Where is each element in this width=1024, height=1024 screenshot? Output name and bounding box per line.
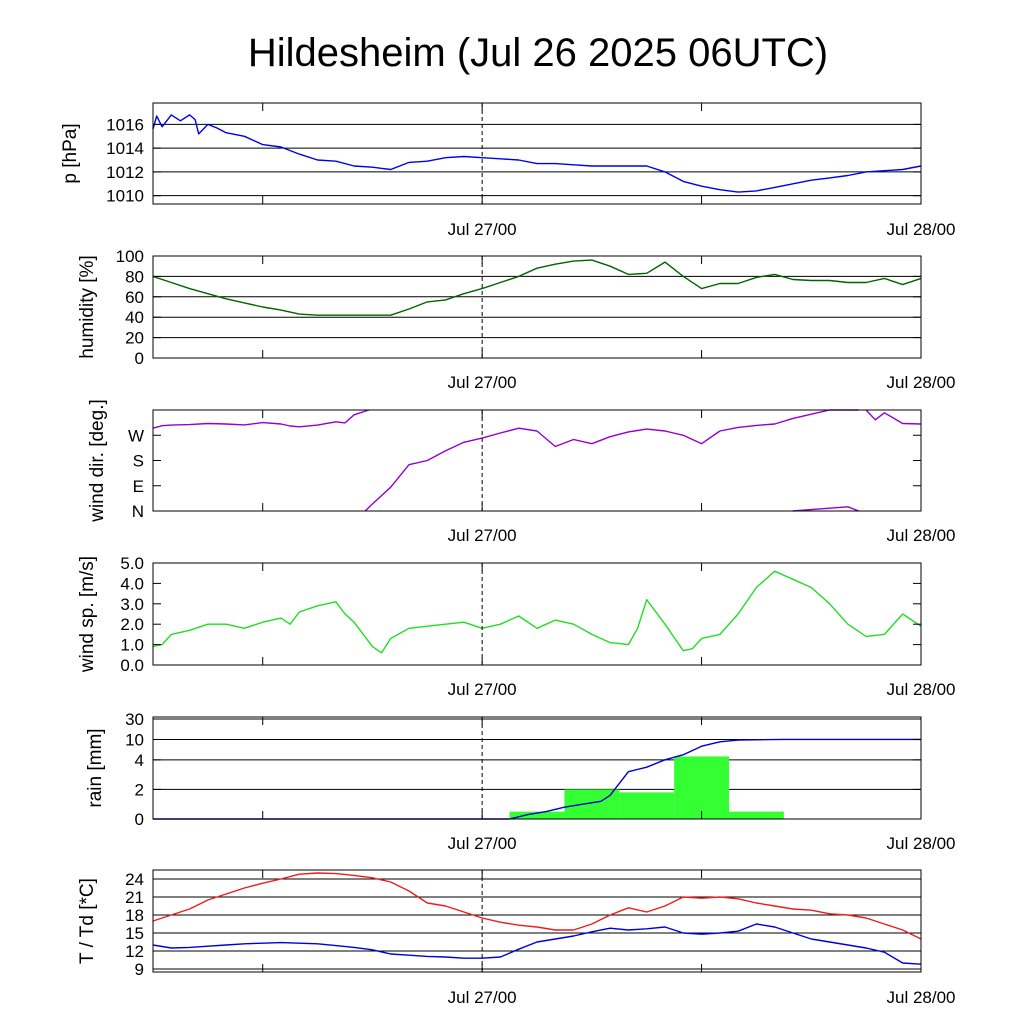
x-tick-label: Jul 28/00 [887,988,956,1007]
y-tick-label: 24 [125,870,144,889]
y-tick-label: 80 [125,267,144,286]
wind-dir-line [152,409,370,429]
y-tick-label: 18 [125,906,144,925]
x-tick-label: Jul 28/00 [887,834,956,853]
panel-frame [152,102,922,205]
y-tick-label: 4 [135,751,144,770]
y-tick-label: 9 [135,960,144,979]
y-tick-label: 12 [125,942,144,961]
y-tick-label: 30 [125,710,144,729]
wind-dir-line [792,409,859,420]
x-tick-label: Jul 27/00 [448,526,517,545]
y-axis-label: rain [mm] [85,728,106,807]
wind-dir-line [792,506,860,512]
wind-dir-line [364,417,794,512]
y-tick-label: 1016 [106,115,144,134]
y-tick-label: S [133,452,144,471]
y-tick-label: 2.0 [120,615,144,634]
x-tick-label: Jul 28/00 [887,373,956,392]
temperature-line [152,872,922,940]
y-tick-label: 100 [116,247,144,266]
y-tick-label: 0 [135,349,144,368]
panel-frame [152,409,922,512]
pressure-line [152,114,922,193]
wind-dir-line [865,409,922,425]
x-tick-label: Jul 28/00 [887,220,956,239]
y-tick-label: 3.0 [120,595,144,614]
x-tick-label: Jul 27/00 [448,680,517,699]
rain-bar [509,811,565,819]
x-tick-label: Jul 28/00 [887,680,956,699]
y-tick-label: 20 [125,329,144,348]
page-title: Hildesheim (Jul 26 2025 06UTC) [248,31,828,75]
rain-bar [674,756,729,819]
x-tick-label: Jul 27/00 [448,834,517,853]
panel-frame [152,562,922,666]
y-tick-label: 1012 [106,163,144,182]
rain-cumulative-line [153,738,921,820]
y-axis-label: p [hPa] [60,123,81,183]
rain-bar [729,811,784,819]
y-tick-label: 21 [125,888,144,907]
y-tick-label: N [132,502,144,521]
panel-frame [152,869,922,973]
dewpoint-line [152,923,922,965]
y-tick-label: 10 [125,730,144,749]
y-tick-label: 0 [135,810,144,829]
panel-frame [152,255,922,359]
x-tick-label: Jul 27/00 [448,988,517,1007]
humidity-line [152,259,922,316]
y-tick-label: W [128,426,144,445]
y-axis-label: wind dir. [deg.] [87,399,108,523]
y-tick-label: 60 [125,288,144,307]
y-tick-label: 4.0 [120,574,144,593]
wind-speed-line [152,570,922,654]
x-tick-label: Jul 28/00 [887,526,956,545]
y-tick-label: 2 [135,780,144,799]
y-tick-label: 0.0 [120,656,144,675]
y-axis-label: T / Td [*C] [77,878,98,964]
y-tick-label: E [133,477,144,496]
panel-1: 1010 1012 1014 1016 Jul 27/00 Jul 28/00 p [hPa… [60,102,956,239]
y-axis-label: humidity [%] [77,255,98,358]
x-tick-label: Jul 27/00 [448,373,517,392]
panel-4: 0.01.0 2.03.0 4.05.0 Jul 27/00 Jul 28/00 wind… [77,554,956,699]
x-tick-label: Jul 27/00 [448,220,517,239]
y-tick-label: 5.0 [120,554,144,573]
y-tick-label: 1.0 [120,636,144,655]
y-tick-label: 15 [125,924,144,943]
panel-frame [152,716,922,820]
y-tick-label: 1014 [106,139,144,158]
y-tick-label: 40 [125,308,144,327]
y-axis-label: wind sp. [m/s] [77,556,98,673]
y-tick-label: 1010 [106,187,144,206]
rain-bar [619,792,675,819]
